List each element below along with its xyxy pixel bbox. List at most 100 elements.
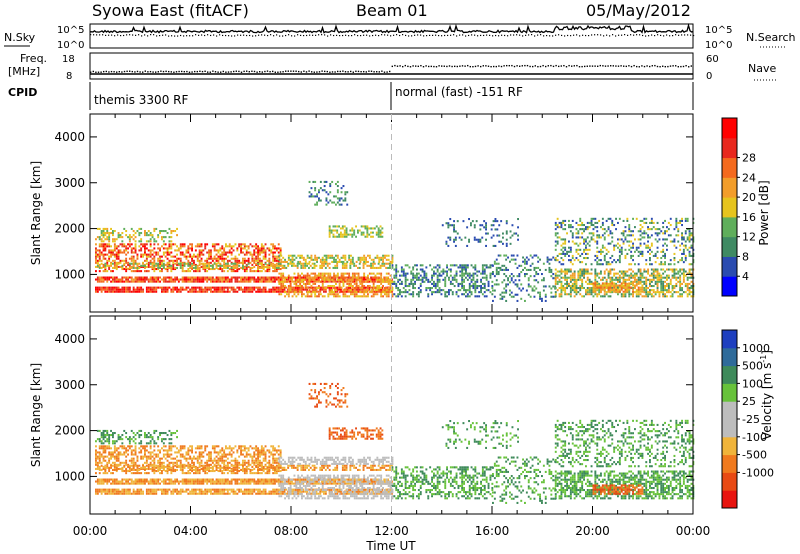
range-cell (370, 231, 372, 234)
range-cell (690, 272, 693, 275)
range-cell (380, 295, 383, 298)
range-cell (278, 258, 281, 261)
range-cell (562, 287, 565, 290)
range-cell (656, 282, 659, 285)
range-cell (550, 295, 553, 298)
freq-dot (641, 65, 643, 67)
nsearch-dot (138, 34, 140, 36)
range-cell (384, 287, 386, 290)
range-cell (381, 227, 384, 230)
freq-dot (339, 70, 341, 73)
range-cell (193, 290, 195, 293)
range-cell (128, 286, 131, 289)
range-cell (142, 255, 144, 258)
range-cell (215, 278, 218, 281)
range-cell (425, 289, 428, 292)
range-cell (641, 232, 644, 235)
range-cell (112, 280, 114, 283)
range-cell (251, 263, 254, 266)
range-cell (108, 249, 111, 252)
freq-dot (550, 64, 552, 67)
range-cell (444, 280, 447, 283)
range-cell (336, 264, 339, 267)
range-cell (554, 248, 557, 251)
range-cell (164, 263, 167, 266)
range-cell (660, 274, 663, 277)
range-cell (183, 270, 186, 273)
freq-dot (420, 64, 422, 67)
range-cell (647, 246, 649, 249)
range-cell (342, 276, 345, 279)
range-cell (628, 244, 631, 247)
range-cell (342, 256, 345, 259)
range-cell (272, 262, 275, 265)
range-cell (161, 264, 163, 267)
range-cell (603, 228, 606, 231)
nsearch-dot (171, 35, 173, 37)
range-cell (249, 268, 252, 271)
range-cell (287, 258, 290, 261)
range-cell (347, 286, 350, 289)
range-cell (98, 288, 101, 291)
range-cell (395, 272, 398, 275)
range-cell (191, 262, 193, 265)
range-cell (314, 287, 317, 290)
range-cell (560, 291, 563, 294)
range-cell (302, 256, 305, 259)
nsearch-dot (270, 34, 272, 36)
range-cell (414, 276, 416, 279)
range-cell (125, 288, 128, 291)
range-cell (585, 252, 587, 255)
range-cell (588, 282, 591, 285)
range-cell (301, 293, 303, 296)
range-cell (489, 276, 492, 279)
range-cell (598, 259, 601, 262)
nsearch-dot (474, 34, 476, 36)
range-cell (162, 247, 165, 250)
range-cell (125, 259, 128, 262)
range-cell (516, 266, 519, 269)
range-cell (466, 272, 469, 275)
range-cell (168, 227, 171, 230)
range-cell (215, 253, 218, 256)
range-cell (395, 274, 398, 277)
freq-dot (490, 65, 492, 68)
range-cell (308, 274, 311, 277)
range-cell (351, 258, 354, 261)
range-cell (364, 225, 367, 228)
range-cell (262, 245, 265, 248)
range-cell (494, 220, 497, 223)
range-cell (275, 262, 278, 265)
range-cell (204, 262, 207, 265)
range-cell (353, 229, 356, 232)
range-cell (592, 295, 595, 298)
range-cell (669, 263, 672, 266)
range-cell (159, 286, 161, 289)
range-cell (605, 261, 608, 264)
range-cell (102, 243, 105, 246)
range-cell (249, 276, 252, 279)
range-cell (391, 295, 394, 298)
range-cell (170, 278, 173, 281)
range-cell (686, 287, 689, 290)
range-cell (343, 225, 346, 228)
range-cell (449, 268, 452, 271)
range-cell (299, 282, 302, 285)
range-cell (164, 278, 167, 281)
range-cell (588, 221, 591, 224)
range-cell (340, 235, 342, 238)
range-cell (104, 264, 107, 267)
range-cell (321, 274, 324, 277)
range-cell (666, 230, 668, 233)
range-cell (108, 264, 111, 267)
freq-dot (568, 64, 570, 67)
nsearch-dot (159, 34, 161, 37)
range-cell (168, 266, 171, 269)
range-cell (518, 264, 521, 267)
range-cell (304, 285, 307, 288)
range-cell (374, 293, 377, 296)
range-cell (306, 282, 309, 285)
range-cell (249, 288, 252, 291)
range-cell (509, 242, 512, 245)
range-cell (327, 274, 330, 277)
